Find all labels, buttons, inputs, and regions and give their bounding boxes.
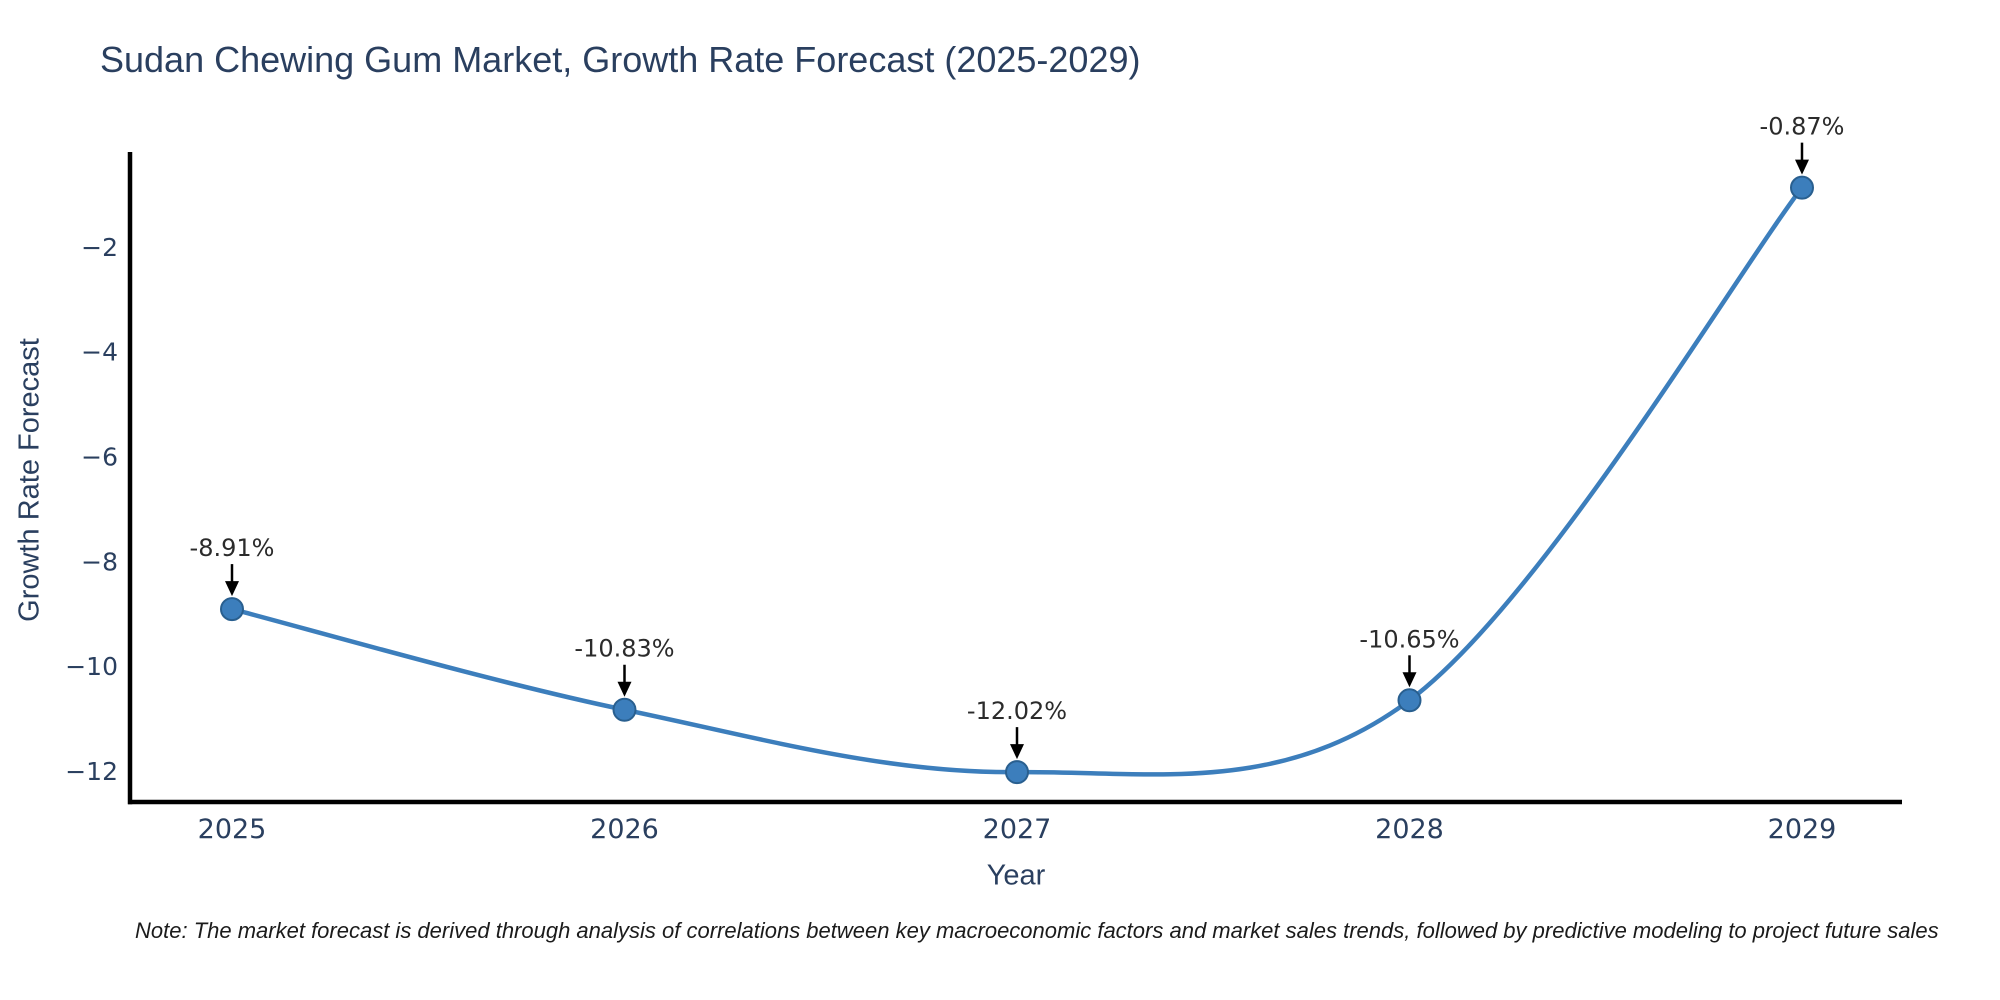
y-tick-label: −4 xyxy=(81,338,118,367)
data-point-label: -12.02% xyxy=(967,697,1067,725)
data-point-2025 xyxy=(220,597,244,622)
x-tick-label: 2026 xyxy=(590,814,659,845)
data-point-2029 xyxy=(1790,175,1814,200)
data-point-label: -8.91% xyxy=(190,534,275,562)
x-tick-label: 2029 xyxy=(1768,814,1837,845)
footnote: Note: The market forecast is derived thr… xyxy=(135,918,1939,943)
annotation-arrow-head xyxy=(617,681,632,697)
data-point-2027 xyxy=(1005,760,1029,785)
x-tick-label: 2025 xyxy=(198,814,267,845)
y-tick-label: −2 xyxy=(81,233,118,262)
x-tick-label: 2028 xyxy=(1375,814,1444,845)
y-tick-label: −12 xyxy=(65,757,118,786)
annotation-arrow-head xyxy=(225,581,239,597)
y-tick-label: −10 xyxy=(65,652,118,681)
y-tick-label: −6 xyxy=(81,443,118,472)
forecast-line xyxy=(229,185,1805,777)
data-point-label: -10.83% xyxy=(574,635,674,663)
x-tick-label: 2027 xyxy=(983,814,1052,845)
data-point-2026 xyxy=(612,697,637,722)
data-point-label: -0.87% xyxy=(1760,113,1845,141)
annotation-arrow-head xyxy=(1402,672,1417,688)
data-point-2028 xyxy=(1397,688,1422,713)
chart-title: Sudan Chewing Gum Market, Growth Rate Fo… xyxy=(100,39,1141,80)
x-axis-title: Year xyxy=(986,859,1046,892)
data-point-label: -10.65% xyxy=(1359,625,1459,653)
annotation-arrow-head xyxy=(1010,744,1024,760)
annotation-arrow-head xyxy=(1795,159,1809,175)
y-tick-label: −8 xyxy=(81,547,118,576)
